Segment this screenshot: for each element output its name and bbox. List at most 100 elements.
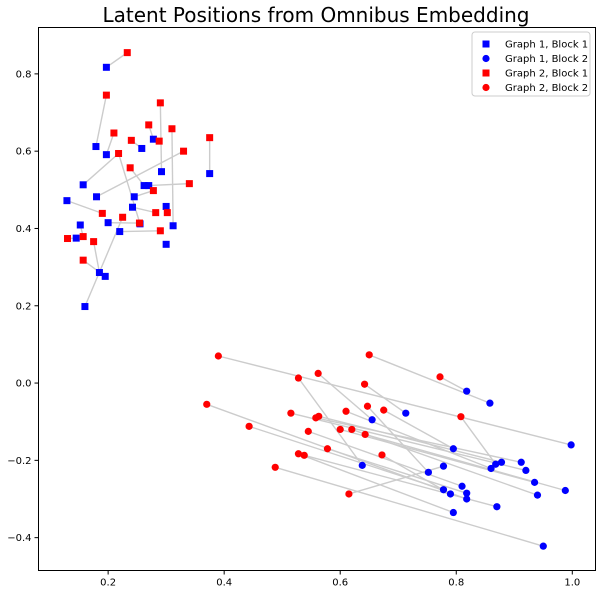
point-series-1 (63, 197, 71, 205)
point-series-4 (336, 425, 344, 434)
point-series-4 (287, 409, 295, 417)
point-series-4 (365, 351, 373, 359)
legend-box (471, 31, 591, 97)
link-line (460, 416, 497, 465)
point-series-3 (185, 180, 193, 188)
point-series-4 (271, 463, 279, 471)
x-tick-label: 1.0 (564, 578, 580, 589)
link-line (66, 199, 103, 215)
point-series-1 (138, 144, 146, 152)
legend-marker (482, 40, 490, 48)
point-series-3 (126, 164, 134, 172)
point-series-1 (102, 151, 110, 159)
point-series-4 (378, 451, 386, 459)
point-series-4 (363, 402, 372, 410)
point-series-4 (294, 450, 303, 458)
y-tick-label: 0.4 (16, 224, 32, 235)
legend: Graph 1, Block 1 Graph 1, Block 2 Graph 2,… (471, 31, 591, 97)
point-series-4 (436, 373, 444, 381)
point-series-4 (380, 406, 388, 414)
link-line (298, 453, 454, 514)
x-tick-label: 0.4 (216, 578, 232, 589)
axis-ticks: 0.2 0.4 0.6 0.8 1.0 −0.4 −0.2 0.0 0.2 0.4 0.6 0.8 (7, 69, 580, 588)
point-series-4 (342, 407, 350, 415)
point-series-2 (533, 491, 542, 499)
point-series-3 (110, 129, 118, 137)
point-series-4 (203, 400, 211, 408)
point-series-2 (463, 387, 471, 395)
point-series-3 (79, 256, 87, 264)
point-series-3 (119, 213, 127, 221)
legend-label: Graph 1, Block 2 (505, 54, 588, 65)
y-tick-label: 0.2 (16, 301, 32, 312)
point-series-3 (102, 91, 110, 99)
point-series-3 (149, 187, 157, 195)
point-series-1 (128, 203, 136, 211)
link-line (318, 415, 502, 463)
point-series-2 (561, 486, 569, 495)
point-series-1 (76, 221, 84, 229)
point-series-4 (361, 430, 369, 439)
point-series-4 (314, 369, 322, 377)
point-series-4 (304, 427, 312, 435)
x-tick-label: 0.8 (448, 578, 464, 589)
point-series-3 (90, 238, 98, 246)
link-line (383, 409, 454, 450)
point-series-1 (101, 272, 109, 280)
point-series-2 (522, 466, 530, 475)
point-series-3 (168, 125, 176, 133)
link-line (439, 376, 468, 392)
point-series-3 (163, 209, 171, 217)
point-series-2 (463, 495, 471, 503)
point-series-2 (402, 409, 410, 417)
point-series-1 (162, 202, 170, 210)
y-tick-label: 0.6 (16, 147, 32, 158)
point-series-2 (458, 482, 466, 490)
link-line (159, 102, 163, 172)
point-series-2 (539, 542, 547, 550)
point-series-4 (214, 352, 222, 360)
legend-label: Graph 1, Block 1 (505, 40, 588, 51)
point-series-4 (457, 413, 465, 421)
point-series-1 (93, 193, 101, 201)
point-series-2 (439, 462, 448, 470)
point-series-2 (463, 489, 471, 497)
point-series-3 (180, 147, 188, 155)
point-series-1 (79, 181, 87, 189)
data-points (63, 49, 575, 550)
link-line (92, 241, 101, 273)
x-tick-label: 0.6 (332, 578, 348, 589)
point-series-1 (149, 135, 157, 143)
point-series-2 (497, 458, 506, 466)
point-series-3 (64, 235, 72, 243)
point-series-1 (169, 222, 177, 230)
point-series-4 (300, 451, 308, 459)
point-series-1 (104, 219, 112, 227)
point-series-1 (145, 182, 153, 190)
point-series-3 (123, 49, 131, 57)
link-line (275, 466, 544, 547)
point-series-3 (145, 121, 153, 129)
y-tick-label: −0.4 (7, 533, 31, 544)
point-series-3 (135, 219, 143, 227)
legend-marker (482, 54, 490, 63)
y-tick-label: −0.2 (7, 456, 31, 467)
point-series-3 (156, 99, 164, 107)
link-line (308, 430, 463, 487)
link-line (119, 230, 161, 233)
plot-frame (38, 27, 596, 571)
point-series-2 (358, 461, 366, 469)
link-line (315, 417, 522, 463)
link-line (248, 425, 444, 491)
legend-marker (482, 83, 490, 92)
point-series-1 (95, 269, 103, 277)
legend-label: Graph 2, Block 2 (505, 83, 588, 94)
point-series-3 (127, 136, 135, 144)
link-line (340, 428, 535, 484)
point-series-3 (156, 227, 164, 235)
link-lines (66, 52, 572, 547)
point-series-2 (567, 441, 575, 449)
point-series-1 (81, 303, 89, 311)
point-series-4 (348, 425, 356, 434)
